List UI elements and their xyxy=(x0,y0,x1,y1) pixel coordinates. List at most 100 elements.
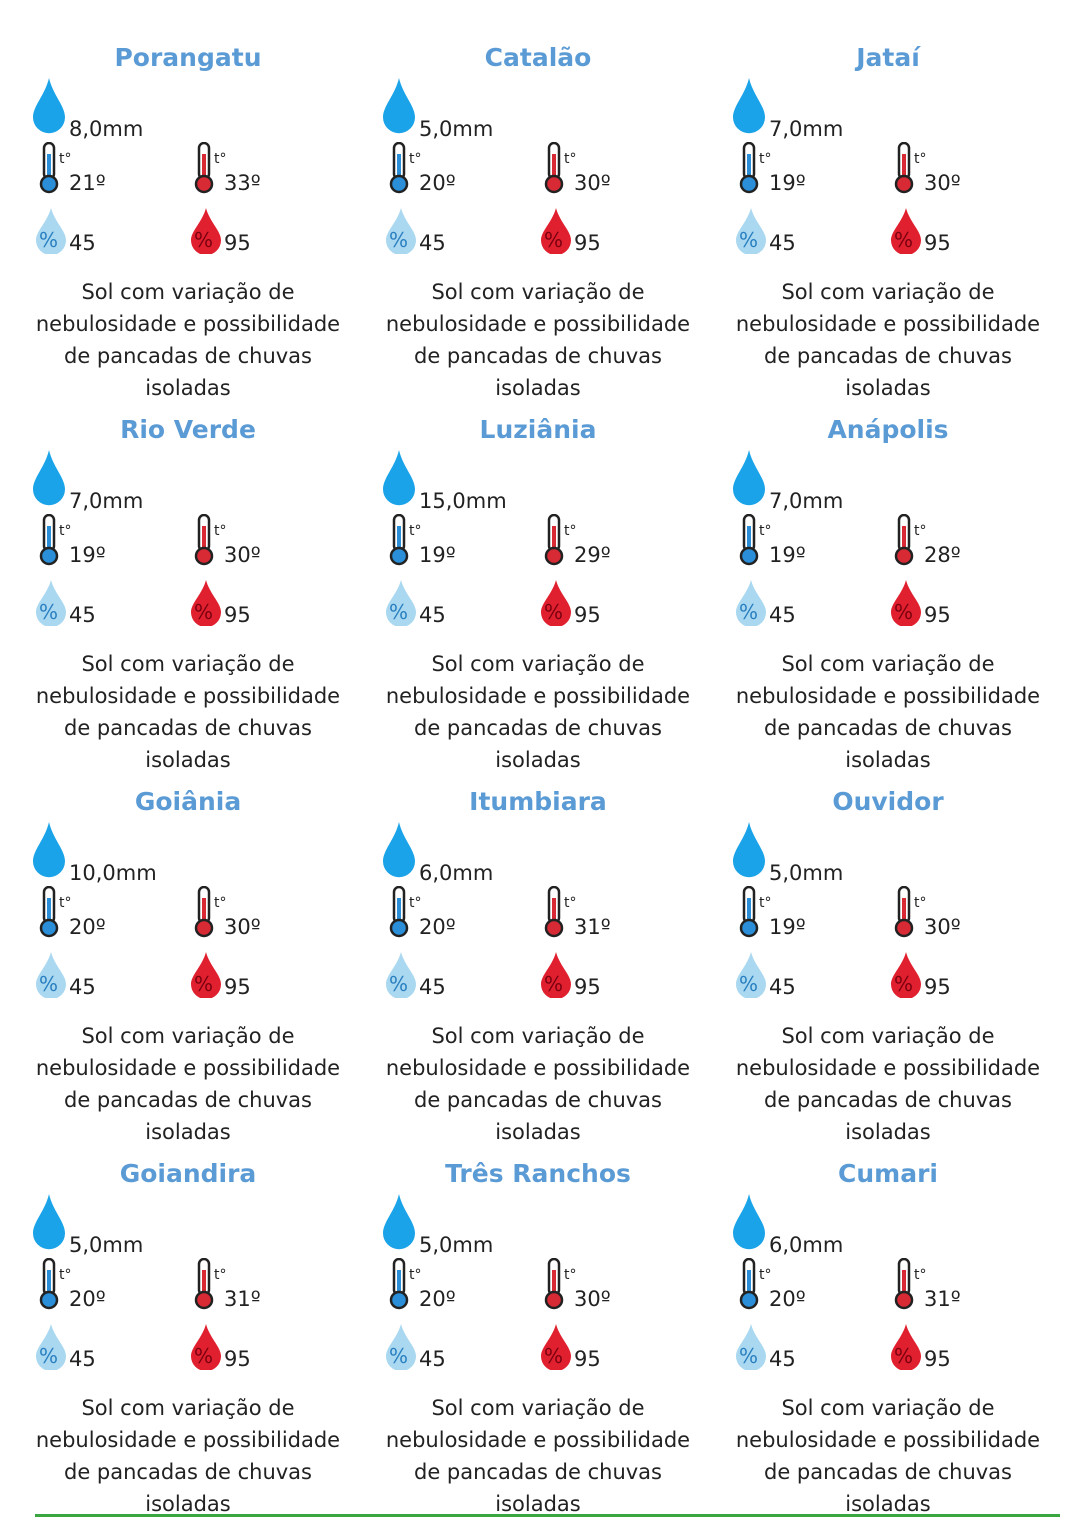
humidity: 95 xyxy=(574,1347,601,1371)
humidity-icon xyxy=(36,580,66,628)
humidity-symbol: % xyxy=(39,228,59,252)
humidity: 95 xyxy=(574,231,601,255)
humidity: 45 xyxy=(769,231,796,255)
humidity-symbol: % xyxy=(194,600,214,624)
rain-icon-svg xyxy=(733,78,765,134)
temperature: 30º xyxy=(574,1287,611,1311)
humidity-icon xyxy=(736,580,766,628)
thermometer-icon xyxy=(543,141,567,194)
humidity: 45 xyxy=(69,1347,96,1371)
rain-icon xyxy=(383,450,415,506)
humidity: 45 xyxy=(769,975,796,999)
thermometer-icon xyxy=(388,1257,412,1310)
humidity-symbol: % xyxy=(739,972,759,996)
city-name: Anápolis xyxy=(827,415,949,444)
humidity: 95 xyxy=(224,231,251,255)
rain-amount: 5,0mm xyxy=(419,1233,494,1257)
temperature: 19º xyxy=(69,543,106,567)
city-name: Três Ranchos xyxy=(445,1159,631,1188)
thermometer-symbol: t° xyxy=(914,1267,927,1283)
thermometer-icon xyxy=(38,141,62,194)
city-name: Porangatu xyxy=(114,43,262,72)
rain-icon xyxy=(733,450,765,506)
humidity-symbol: % xyxy=(739,600,759,624)
city-card: Ouvidor 5,0mm t° 19º t° 30º% 45% 95 Sol com vari… xyxy=(708,784,1068,1156)
humidity-icon xyxy=(386,952,416,1000)
humidity-icon-svg xyxy=(191,580,221,628)
rain-icon-svg xyxy=(383,78,415,134)
thermometer-symbol: t° xyxy=(759,151,772,167)
humidity-symbol: % xyxy=(894,600,914,624)
thermometer-symbol: t° xyxy=(914,523,927,539)
city-name: Catalão xyxy=(484,43,592,72)
humidity-icon xyxy=(386,580,416,628)
humidity-symbol: % xyxy=(544,600,564,624)
humidity-icon-svg xyxy=(36,1324,66,1372)
humidity-symbol: % xyxy=(194,1344,214,1368)
humidity-icon xyxy=(736,952,766,1000)
humidity-icon-svg xyxy=(541,952,571,1000)
rain-icon-svg xyxy=(733,822,765,878)
city-name: Itumbiara xyxy=(469,787,607,816)
thermometer-icon xyxy=(738,513,762,566)
thermometer-icon xyxy=(193,141,217,194)
humidity: 95 xyxy=(924,603,951,627)
forecast-description: Sol com variação de nebulosidade e possi… xyxy=(735,1396,1041,1516)
humidity-icon-svg xyxy=(891,580,921,628)
humidity-icon xyxy=(541,580,571,628)
thermometer-symbol: t° xyxy=(214,895,227,911)
thermometer-symbol: t° xyxy=(564,1267,577,1283)
city-name: Goiandira xyxy=(119,1159,257,1188)
humidity-symbol: % xyxy=(544,972,564,996)
rain-amount: 10,0mm xyxy=(69,861,157,885)
city-card: Catalão 5,0mm t° 20º t° 30º% 45% 95 Sol com vari… xyxy=(358,40,718,412)
humidity: 45 xyxy=(769,1347,796,1371)
humidity-icon xyxy=(191,1324,221,1372)
thermometer-icon xyxy=(893,141,917,194)
city-name: Ouvidor xyxy=(832,787,944,816)
temperature: 19º xyxy=(419,543,456,567)
thermometer-icon xyxy=(193,513,217,566)
humidity-icon-svg xyxy=(36,208,66,256)
humidity-icon-svg xyxy=(891,208,921,256)
thermometer-icon xyxy=(388,885,412,938)
humidity-icon-svg xyxy=(386,952,416,1000)
rain-icon xyxy=(733,78,765,134)
rain-icon xyxy=(733,822,765,878)
humidity-icon-svg xyxy=(541,208,571,256)
rain-icon xyxy=(733,1194,765,1250)
rain-amount: 7,0mm xyxy=(69,489,144,513)
thermometer-symbol: t° xyxy=(214,1267,227,1283)
humidity-icon xyxy=(36,1324,66,1372)
city-card: Porangatu 8,0mm t° 21º t° 33º% 45% 95 Sol com va… xyxy=(8,40,368,412)
humidity-symbol: % xyxy=(389,600,409,624)
temperature: 31º xyxy=(224,1287,261,1311)
rain-amount: 5,0mm xyxy=(769,861,844,885)
temperature: 21º xyxy=(69,171,106,195)
rain-icon-svg xyxy=(33,822,65,878)
humidity: 45 xyxy=(69,231,96,255)
thermometer-symbol: t° xyxy=(59,1267,72,1283)
temperature: 20º xyxy=(419,1287,456,1311)
thermometer-symbol: t° xyxy=(59,151,72,167)
city-card: Cumari 6,0mm t° 20º t° 31º% 45% 95 Sol com varia… xyxy=(708,1156,1068,1528)
humidity: 95 xyxy=(924,975,951,999)
thermometer-icon-svg xyxy=(389,1257,409,1310)
rain-icon xyxy=(383,78,415,134)
temperature: 33º xyxy=(224,171,261,195)
temperature: 19º xyxy=(769,543,806,567)
humidity-icon-svg xyxy=(541,580,571,628)
forecast-description: Sol com variação de nebulosidade e possi… xyxy=(35,652,341,772)
city-name: Goiânia xyxy=(134,787,242,816)
thermometer-icon-svg xyxy=(194,141,214,194)
humidity-icon-svg xyxy=(191,952,221,1000)
thermometer-icon-svg xyxy=(389,513,409,566)
humidity-icon-svg xyxy=(386,1324,416,1372)
thermometer-icon xyxy=(543,885,567,938)
thermometer-icon xyxy=(388,513,412,566)
thermometer-icon xyxy=(193,1257,217,1310)
city-card: Itumbiara 6,0mm t° 20º t° 31º% 45% 95 Sol com va… xyxy=(358,784,718,1156)
rain-amount: 8,0mm xyxy=(69,117,144,141)
rain-amount: 7,0mm xyxy=(769,489,844,513)
humidity-icon-svg xyxy=(541,1324,571,1372)
